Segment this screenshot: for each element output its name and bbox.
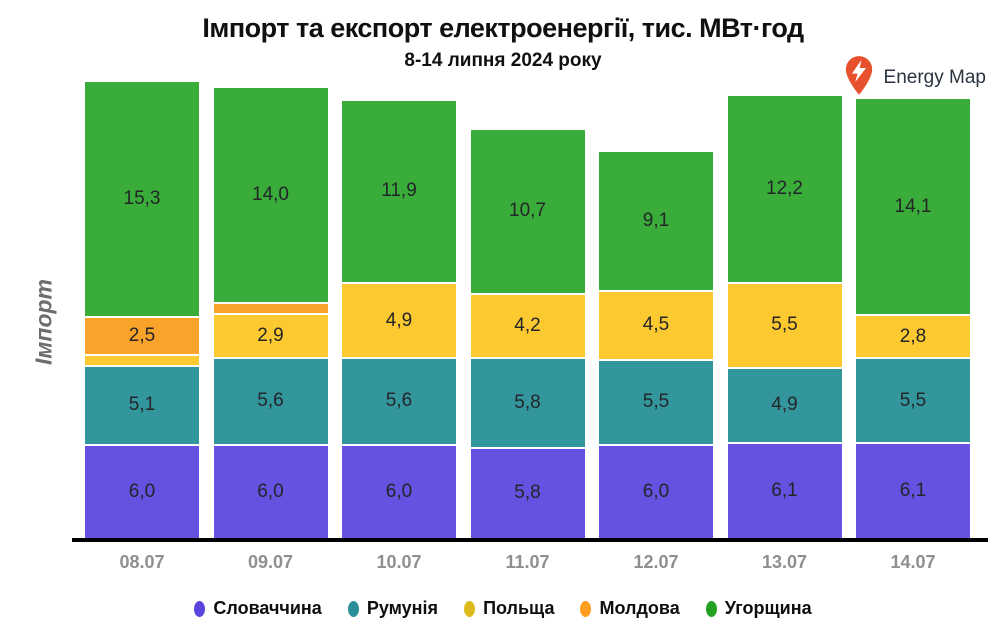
segment-value-label: 2,8 (899, 325, 927, 347)
segment-value-label: 6,0 (642, 480, 670, 502)
legend-item: Угорщина (705, 598, 812, 619)
segment-value-label: 12,2 (766, 177, 803, 199)
bar: 6,1 4,9 5,5 12,2 (727, 96, 842, 538)
bar-segment: 5,5 (856, 359, 970, 445)
bar-segment: 5,5 (599, 360, 713, 446)
segment-value-label: 14,1 (894, 195, 932, 217)
segment-value-label: 5,6 (257, 390, 284, 412)
segment-value-label: 4,2 (514, 315, 541, 337)
bar-segment: 11,9 (342, 100, 456, 284)
bar: 6,0 5,5 4,5 9,1 (599, 151, 713, 538)
chart-subtitle: 8-14 липня 2024 року (404, 50, 602, 71)
chart-title: Імпорт та експорт електроенергії, тис. М… (202, 13, 804, 43)
bar: 6,1 5,5 2,8 14,1 (856, 99, 970, 538)
legend-item: Польща (464, 598, 554, 619)
bar-segment: 5,5 (727, 283, 842, 369)
bar: 6,0 5,1 2,5 15,3 (85, 82, 199, 538)
segment-value-label: 14,0 (252, 184, 289, 206)
bar-segment: 15,3 (85, 82, 199, 318)
segment-value-label: 5,6 (385, 390, 413, 412)
segment-value-label: 5,8 (514, 482, 541, 504)
segment-value-label: 9,1 (642, 209, 670, 231)
bar-segment: 4,9 (342, 283, 456, 360)
bar-segment: 2,5 (85, 317, 199, 357)
segment-value-label: 6,0 (257, 480, 284, 502)
legend-marker (194, 600, 206, 617)
bar-segment: 6,0 (85, 445, 199, 538)
bar-segment: 6,1 (856, 444, 970, 538)
bar: 6,0 5,6 2,9 14,0 (213, 88, 328, 538)
legend-marker (347, 600, 359, 617)
segment-value-label: 6,1 (899, 480, 927, 502)
segment-value-label: 2,9 (257, 325, 284, 347)
segment-value-label: 6,0 (385, 480, 413, 502)
segment-value-label: 5,8 (514, 392, 541, 414)
bar-segment: 14,0 (213, 88, 328, 304)
bar-segment (213, 303, 328, 315)
bar-segment: 2,8 (856, 316, 970, 360)
legend-item: Молдова (580, 598, 680, 619)
bar-segment: 10,7 (470, 129, 585, 295)
energy-map-logo: Energy Map (843, 54, 986, 101)
legend: Словаччина Румунія Польща Молдова Угорщина (0, 598, 1006, 619)
bar-segment: 5,8 (470, 359, 585, 449)
segment-value-label: 5,5 (771, 314, 798, 336)
segment-value-label: 5,1 (128, 394, 156, 416)
energy-map-pin-icon (843, 54, 875, 101)
bar-segment: 9,1 (599, 151, 713, 292)
bar-segment: 12,2 (727, 96, 842, 284)
segment-value-label: 4,9 (771, 394, 798, 416)
segment-value-label: 5,5 (899, 389, 927, 411)
bar-segment (85, 356, 199, 368)
x-tick-label: 10.07 (376, 552, 422, 572)
segment-value-label: 15,3 (123, 188, 161, 209)
legend-marker (705, 600, 717, 617)
segment-value-label: 11,9 (381, 180, 417, 202)
bar: 6,0 5,6 4,9 11,9 (342, 100, 456, 538)
segment-value-label: 5,5 (642, 391, 670, 413)
x-tick-label: 08.07 (119, 552, 165, 572)
segment-value-label: 4,5 (642, 314, 670, 336)
bar-segment: 4,2 (470, 294, 585, 360)
legend-item-label: Польща (483, 598, 555, 618)
bar: 5,8 5,8 4,2 10,7 (470, 129, 585, 538)
legend-marker (580, 600, 592, 617)
bar-segment: 5,6 (342, 359, 456, 446)
bar-segment: 14,1 (856, 99, 970, 317)
bar-segment: 6,0 (342, 445, 456, 538)
bar-segment: 6,0 (599, 445, 713, 538)
segment-value-label: 10,7 (509, 200, 546, 222)
legend-item: Румунія (347, 598, 439, 619)
bar-segment: 5,6 (213, 359, 328, 446)
bar-segment: 2,9 (213, 314, 328, 360)
legend-item-label: Молдова (599, 598, 680, 618)
x-tick-label: 09.07 (247, 552, 294, 572)
bar-segment: 5,1 (85, 367, 199, 446)
legend-item: Словаччина (194, 598, 322, 619)
bar-segment: 4,5 (599, 291, 713, 361)
legend-marker (464, 600, 476, 617)
x-tick-label: 12.07 (633, 552, 679, 572)
x-tick-label: 14.07 (890, 552, 936, 572)
bar-segment: 6,1 (727, 444, 842, 538)
x-axis-line (72, 538, 988, 542)
legend-item-label: Румунія (366, 598, 439, 618)
segment-value-label: 2,5 (128, 325, 156, 347)
legend-item-label: Словаччина (213, 598, 322, 618)
segment-value-label: 6,0 (128, 480, 156, 502)
segment-value-label: 4,9 (385, 309, 413, 331)
bar-segment: 4,9 (727, 368, 842, 445)
bar-segment: 6,0 (213, 445, 328, 538)
segment-value-label: 6,1 (771, 480, 798, 502)
legend-item-label: Угорщина (724, 598, 812, 618)
x-tick-label: 11.07 (505, 552, 550, 572)
bar-segment: 5,8 (470, 448, 585, 538)
x-tick-label: 13.07 (761, 552, 808, 572)
energy-map-logo-text: Energy Map (883, 66, 986, 88)
